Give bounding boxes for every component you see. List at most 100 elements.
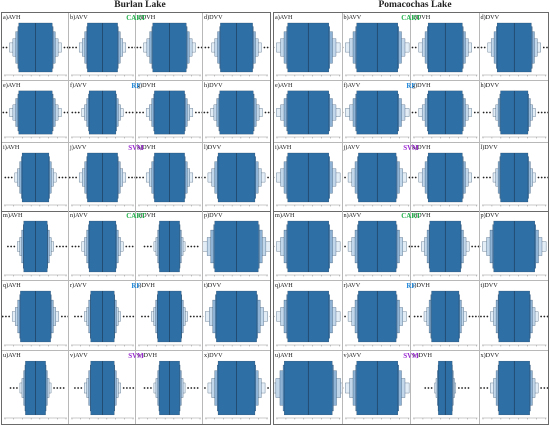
column-title-burlan: Burlan Lake bbox=[114, 0, 166, 10]
outlier-point bbox=[62, 245, 64, 248]
panel-label: s)DVH bbox=[137, 282, 155, 289]
outlier-point bbox=[131, 46, 133, 49]
outlier-point bbox=[482, 387, 485, 389]
boxen-panel: j)AVV bbox=[69, 143, 136, 211]
outlier-point bbox=[343, 245, 346, 248]
outlier-point bbox=[67, 315, 68, 318]
outlier-point bbox=[139, 46, 142, 49]
outlier-point bbox=[74, 245, 77, 248]
boxen-panel: w)DVH bbox=[136, 351, 203, 424]
outlier-point bbox=[542, 387, 545, 389]
outlier-point bbox=[128, 111, 131, 114]
panel-label: q)AVH bbox=[3, 282, 21, 289]
outlier-point bbox=[471, 315, 474, 318]
model-label-svm: SVM bbox=[128, 352, 144, 360]
panel-label: b)AVV bbox=[343, 14, 362, 21]
model-label-rf: RF bbox=[131, 82, 141, 90]
panel-label: k)DVH bbox=[137, 144, 156, 151]
outlier-point bbox=[134, 246, 135, 247]
outlier-point bbox=[408, 315, 410, 318]
boxen-panel: u)AVH bbox=[274, 351, 343, 424]
outlier-point bbox=[63, 46, 66, 49]
panel-label: c)DVH bbox=[412, 14, 431, 21]
outlier-point bbox=[56, 387, 59, 389]
outlier-point bbox=[267, 387, 269, 389]
model-label-svm: SVM bbox=[403, 144, 419, 152]
boxen-panel: m)AVH bbox=[2, 211, 69, 281]
outlier-point bbox=[75, 46, 78, 49]
outlier-point bbox=[411, 46, 414, 49]
outlier-point bbox=[479, 387, 482, 389]
outlier-point bbox=[196, 387, 199, 389]
outlier-point bbox=[542, 46, 545, 49]
boxen-plot bbox=[204, 360, 269, 420]
boxen-plot bbox=[274, 90, 341, 139]
outlier-point bbox=[144, 315, 147, 318]
outlier-point bbox=[136, 46, 139, 49]
outlier-point bbox=[8, 315, 11, 318]
panel-label: n)AVV bbox=[343, 212, 362, 219]
column-title-pomacochas: Pomacochas Lake bbox=[378, 0, 452, 10]
outlier-point bbox=[125, 111, 128, 114]
outlier-point bbox=[146, 245, 149, 248]
outlier-point bbox=[264, 111, 267, 114]
outlier-point bbox=[427, 387, 430, 389]
model-label-svm: SVM bbox=[128, 144, 144, 152]
panel-label: a)AVH bbox=[275, 14, 293, 21]
boxen-plot bbox=[136, 152, 202, 207]
boxen-plot bbox=[4, 220, 68, 277]
outlier-point bbox=[127, 176, 130, 179]
outlier-point bbox=[143, 245, 146, 248]
panel-label: m)AVH bbox=[275, 212, 295, 219]
outlier-point bbox=[198, 111, 200, 114]
boxen-panel: b)AVV bbox=[69, 13, 136, 81]
panel-label: x)DVV bbox=[480, 352, 500, 359]
panel-label: f)AVV bbox=[70, 82, 87, 89]
outlier-point bbox=[127, 46, 130, 49]
outlier-point bbox=[139, 111, 141, 114]
panel-label: l)DVV bbox=[480, 144, 498, 151]
outlier-point bbox=[343, 176, 346, 179]
boxen-panel: x)DVV bbox=[203, 351, 270, 424]
outlier-point bbox=[537, 176, 539, 179]
boxen-panel: o)DVH bbox=[136, 211, 203, 281]
outlier-point bbox=[540, 111, 543, 114]
outlier-point bbox=[4, 176, 7, 179]
panel-label: w)DVH bbox=[137, 352, 157, 359]
boxen-plot bbox=[411, 22, 479, 77]
outlier-point bbox=[131, 245, 134, 248]
outlier-point bbox=[141, 315, 143, 318]
outlier-point bbox=[193, 245, 196, 248]
panel-label: e)AVH bbox=[3, 82, 21, 89]
outlier-point bbox=[485, 315, 488, 318]
panel-label: c)DVH bbox=[137, 14, 156, 21]
panel-label: u)AVH bbox=[275, 352, 293, 359]
boxen-plot bbox=[69, 152, 135, 207]
outlier-point bbox=[473, 46, 476, 49]
boxen-panel: t)DVV bbox=[479, 281, 548, 351]
outlier-point bbox=[485, 111, 488, 114]
outlier-point bbox=[204, 387, 206, 389]
outlier-point bbox=[546, 387, 548, 389]
outlier-point bbox=[488, 176, 491, 179]
outlier-point bbox=[55, 245, 58, 248]
outlier-point bbox=[194, 176, 197, 179]
outlier-point bbox=[80, 387, 83, 389]
outlier-point bbox=[263, 46, 266, 49]
outlier-point bbox=[414, 111, 417, 114]
outlier-point bbox=[343, 315, 346, 318]
boxen-panel: i)AVH bbox=[2, 143, 69, 211]
boxen-plot bbox=[274, 360, 342, 420]
outlier-point bbox=[201, 111, 202, 114]
boxen-panel: b)AVV bbox=[342, 13, 411, 81]
outlier-point bbox=[477, 111, 479, 114]
boxen-panel: q)AVH bbox=[274, 281, 343, 351]
panel-label: h)DVV bbox=[480, 82, 500, 89]
outlier-point bbox=[187, 245, 189, 248]
panel-label: j)AVV bbox=[70, 144, 87, 151]
outlier-point bbox=[77, 245, 80, 248]
boxen-plot bbox=[71, 90, 135, 139]
boxen-plot bbox=[411, 220, 479, 277]
panel-label: a)AVH bbox=[3, 14, 21, 21]
boxen-plot bbox=[343, 152, 410, 207]
